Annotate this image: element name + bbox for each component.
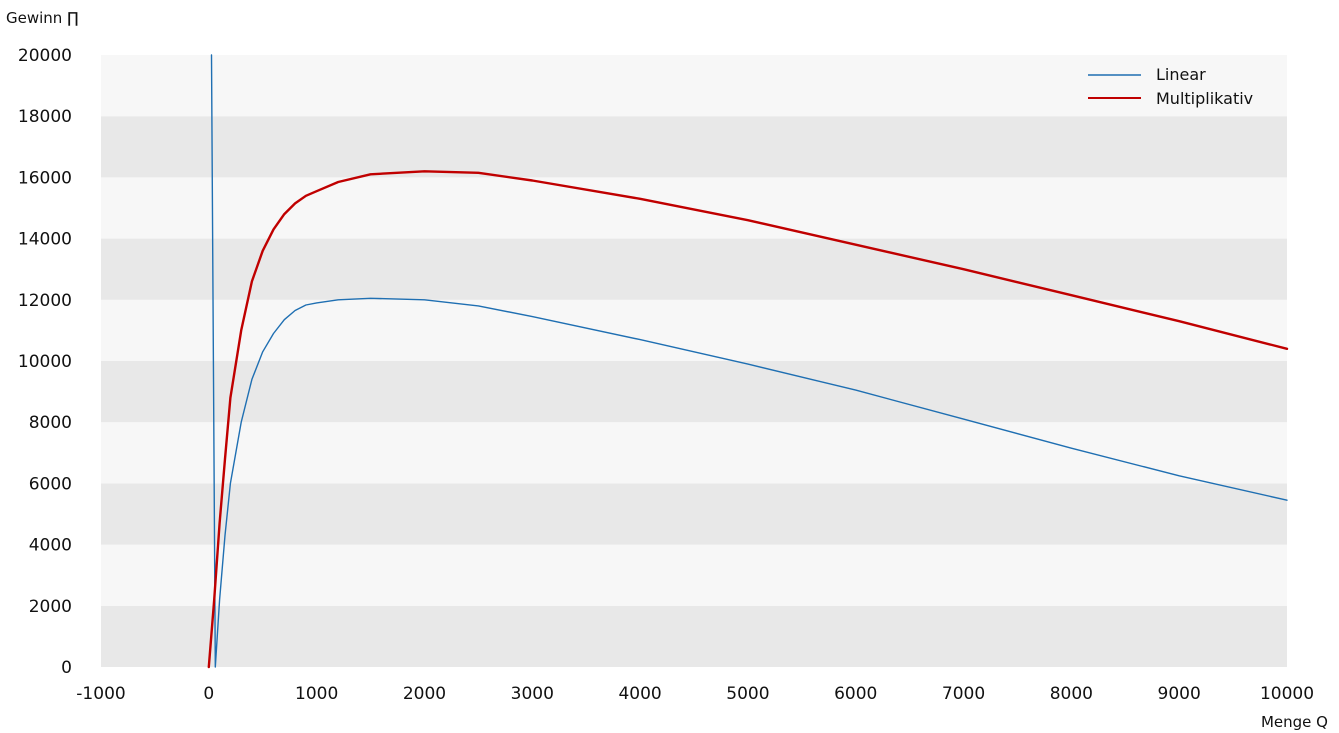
y-tick-label: 0 <box>61 658 72 678</box>
y-tick-label: 14000 <box>18 230 72 250</box>
x-tick-label: 4000 <box>618 684 661 704</box>
x-tick-label: 6000 <box>834 684 877 704</box>
x-axis-label: Menge Q <box>1261 713 1328 731</box>
x-tick-label: 3000 <box>511 684 554 704</box>
legend-label-linear: Linear <box>1156 65 1206 84</box>
y-tick-label: 6000 <box>29 474 72 494</box>
series-lines <box>207 54 1289 669</box>
x-tick-label: -1000 <box>76 684 125 704</box>
x-tick-label: 8000 <box>1050 684 1093 704</box>
y-tick-label: 10000 <box>18 352 72 372</box>
grid-band <box>101 299 1287 361</box>
grid-band <box>101 177 1287 239</box>
y-axis-label: Gewinn ∏ <box>6 9 78 27</box>
y-axis-ticks: 0 2000 4000 6000 8000 10000 12000 14000 16000 180… <box>18 46 72 678</box>
x-tick-label: 0 <box>203 684 214 704</box>
y-tick-label: 8000 <box>29 413 72 433</box>
y-tick-label: 20000 <box>18 46 72 66</box>
x-tick-label: 5000 <box>726 684 769 704</box>
x-tick-label: 7000 <box>942 684 985 704</box>
grid-band <box>101 422 1287 484</box>
y-tick-label: 18000 <box>18 107 72 127</box>
series-line-multiplikativ <box>207 170 1289 669</box>
y-tick-label: 4000 <box>29 536 72 556</box>
legend: Linear Multiplikativ <box>1088 65 1253 108</box>
grid-band <box>101 361 1287 423</box>
y-tick-label: 2000 <box>29 597 72 617</box>
x-tick-label: 1000 <box>295 684 338 704</box>
grid-band <box>101 483 1287 545</box>
grid-band <box>101 116 1287 178</box>
y-tick-label: 16000 <box>18 168 72 188</box>
grid-band <box>101 544 1287 606</box>
grid-band <box>101 55 1287 117</box>
series-line-linear <box>210 54 1288 668</box>
y-tick-label: 12000 <box>18 291 72 311</box>
grid-bands <box>101 55 1287 667</box>
legend-label-multiplikativ: Multiplikativ <box>1156 89 1253 108</box>
grid-band <box>101 605 1287 667</box>
x-tick-label: 9000 <box>1158 684 1201 704</box>
x-tick-label: 2000 <box>403 684 446 704</box>
grid-band <box>101 238 1287 300</box>
x-axis-ticks: -1000 0 1000 2000 3000 4000 5000 6000 7000 8000 90… <box>76 684 1314 704</box>
x-tick-label: 10000 <box>1260 684 1314 704</box>
